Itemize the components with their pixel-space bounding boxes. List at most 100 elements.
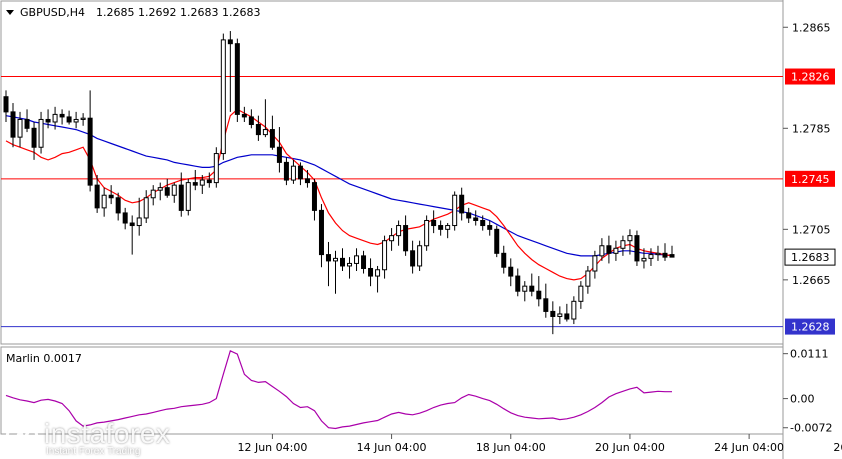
candle[interactable] xyxy=(248,109,254,129)
candle[interactable] xyxy=(101,187,107,217)
candle[interactable] xyxy=(557,306,563,325)
candle[interactable] xyxy=(480,215,486,231)
candle[interactable] xyxy=(192,169,198,191)
candle[interactable] xyxy=(73,111,79,129)
candle[interactable] xyxy=(283,157,289,186)
candle[interactable] xyxy=(311,178,317,221)
candle[interactable] xyxy=(508,258,514,287)
candle[interactable] xyxy=(473,210,479,226)
candle[interactable] xyxy=(255,115,261,141)
candle[interactable] xyxy=(382,235,388,279)
candle[interactable] xyxy=(417,240,423,272)
candle[interactable] xyxy=(199,175,205,194)
candle[interactable] xyxy=(585,265,591,294)
candle[interactable] xyxy=(396,220,402,246)
candle[interactable] xyxy=(536,276,542,307)
candle[interactable] xyxy=(592,250,598,279)
main-chart-panel[interactable] xyxy=(0,0,784,345)
candle[interactable] xyxy=(241,106,247,122)
candle[interactable] xyxy=(122,207,128,230)
candle[interactable] xyxy=(571,296,577,325)
candle[interactable] xyxy=(347,257,353,279)
candle[interactable] xyxy=(564,303,570,322)
candle[interactable] xyxy=(459,187,465,221)
candle[interactable] xyxy=(185,178,191,216)
symbol-dropdown-icon[interactable] xyxy=(6,10,14,15)
candle[interactable] xyxy=(136,197,142,236)
candle[interactable] xyxy=(227,31,233,112)
indicator-panel[interactable] xyxy=(0,346,784,435)
candle[interactable] xyxy=(340,248,346,272)
candle[interactable] xyxy=(290,159,296,184)
candle[interactable] xyxy=(10,103,16,148)
candle[interactable] xyxy=(550,301,556,335)
candle[interactable] xyxy=(634,230,640,266)
candle[interactable] xyxy=(269,115,275,150)
candle[interactable] xyxy=(108,185,114,205)
candle[interactable] xyxy=(403,215,409,256)
candle[interactable] xyxy=(606,235,612,264)
candle[interactable] xyxy=(515,268,521,297)
candle[interactable] xyxy=(171,182,177,203)
candle[interactable] xyxy=(613,240,619,261)
candle[interactable] xyxy=(648,248,654,266)
candle[interactable] xyxy=(318,204,324,268)
candle[interactable] xyxy=(466,207,472,224)
candle[interactable] xyxy=(494,225,500,258)
candle[interactable] xyxy=(641,248,647,269)
candle[interactable] xyxy=(80,113,86,126)
candle[interactable] xyxy=(178,172,184,217)
candle[interactable] xyxy=(325,241,331,287)
candle[interactable] xyxy=(389,228,395,251)
candle[interactable] xyxy=(38,111,44,154)
candle[interactable] xyxy=(276,127,282,173)
candle[interactable] xyxy=(431,210,437,234)
candle[interactable] xyxy=(304,169,310,188)
candle[interactable] xyxy=(3,90,9,122)
candle[interactable] xyxy=(424,215,430,251)
candle[interactable] xyxy=(220,33,226,160)
candle[interactable] xyxy=(368,258,374,287)
candle[interactable] xyxy=(543,283,549,318)
candle[interactable] xyxy=(17,111,23,148)
candle[interactable] xyxy=(529,273,535,297)
candle[interactable] xyxy=(52,106,58,130)
candle[interactable] xyxy=(438,220,444,236)
candle[interactable] xyxy=(361,250,367,274)
candle[interactable] xyxy=(59,109,65,125)
candle[interactable] xyxy=(332,250,338,294)
candle[interactable] xyxy=(620,235,626,256)
candle[interactable] xyxy=(206,172,212,188)
candle[interactable] xyxy=(129,215,135,255)
candle[interactable] xyxy=(234,38,240,122)
candle[interactable] xyxy=(501,245,507,274)
candle[interactable] xyxy=(487,220,493,236)
candle[interactable] xyxy=(662,243,668,261)
candle[interactable] xyxy=(31,121,37,160)
candle[interactable] xyxy=(375,265,381,293)
candle[interactable] xyxy=(410,240,416,274)
candle[interactable] xyxy=(669,245,675,258)
candle[interactable] xyxy=(452,191,458,231)
candle[interactable] xyxy=(115,192,121,221)
candle[interactable] xyxy=(66,110,72,125)
candle[interactable] xyxy=(354,248,360,272)
candle[interactable] xyxy=(150,185,156,206)
bearish-candle-body xyxy=(304,178,310,184)
candle[interactable] xyxy=(599,238,605,261)
candle[interactable] xyxy=(87,90,93,192)
candle[interactable] xyxy=(655,245,661,261)
candle[interactable] xyxy=(445,223,451,239)
candle[interactable] xyxy=(45,109,51,129)
candle[interactable] xyxy=(143,190,149,224)
candle[interactable] xyxy=(213,147,219,188)
candle[interactable] xyxy=(24,109,30,133)
candle[interactable] xyxy=(578,281,584,309)
candle[interactable] xyxy=(157,182,163,201)
candle[interactable] xyxy=(94,175,100,213)
candle[interactable] xyxy=(164,178,170,198)
candle[interactable] xyxy=(297,162,303,186)
candle[interactable] xyxy=(522,281,528,302)
candle[interactable] xyxy=(262,99,268,138)
candle[interactable] xyxy=(627,229,633,255)
